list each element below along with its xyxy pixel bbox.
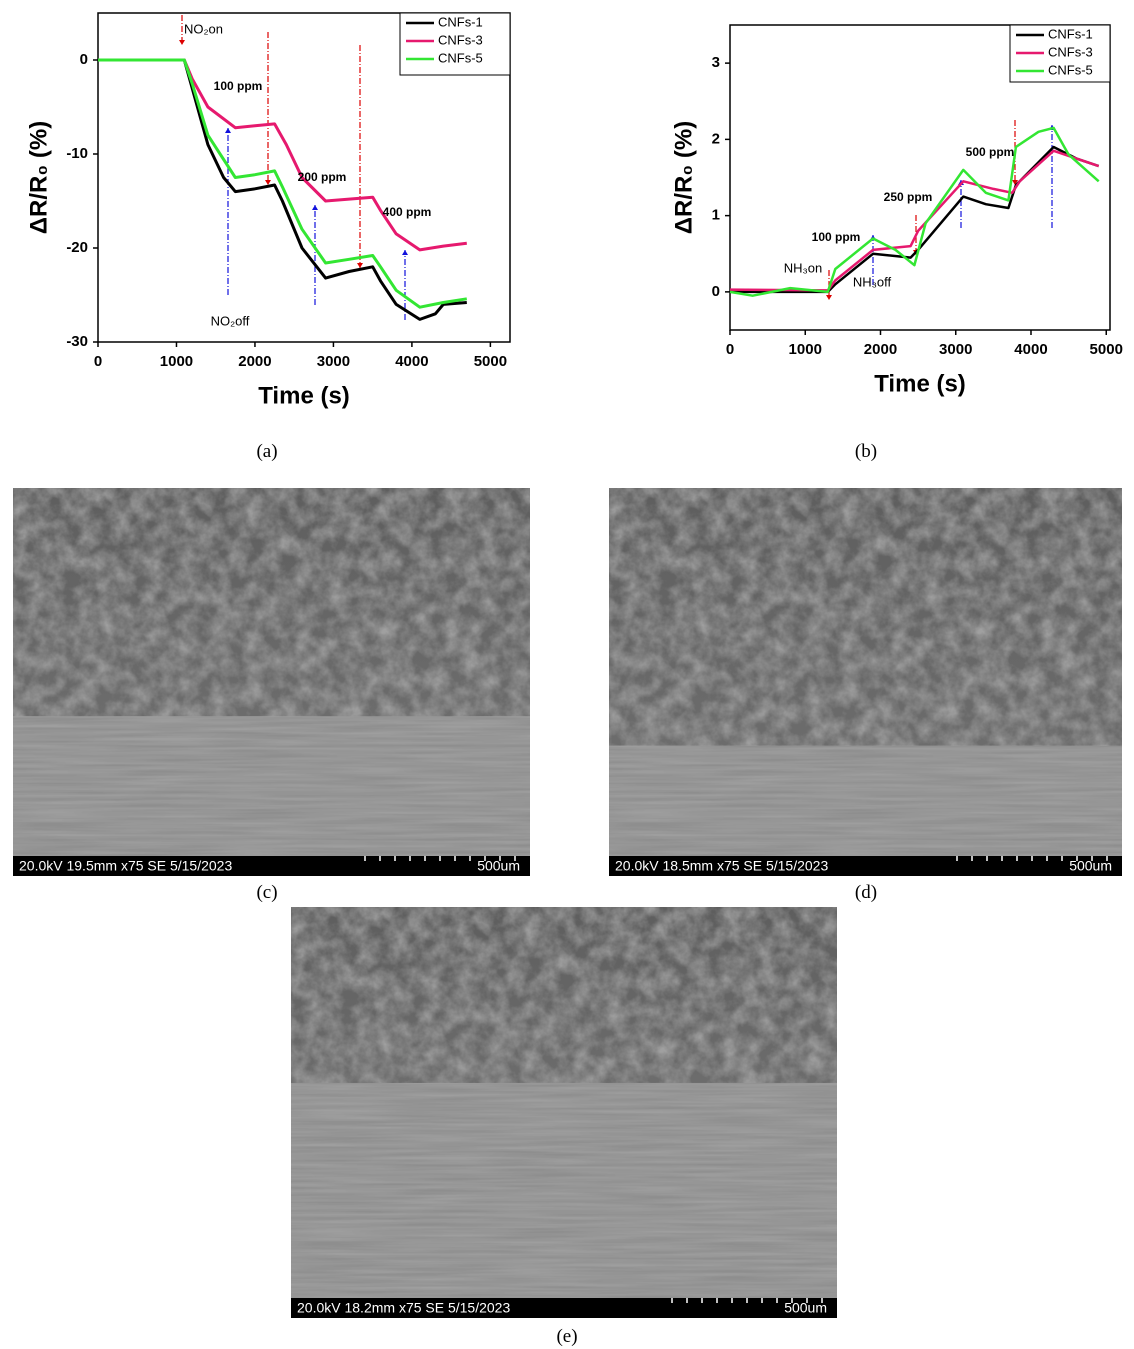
annotation: NO₂off	[211, 313, 250, 328]
y-axis-title: ΔR/R₀ (%)	[670, 121, 697, 234]
caption: (e)	[556, 1326, 578, 1347]
x-tick-label: 5000	[1090, 341, 1123, 358]
substrate-texture	[13, 716, 530, 876]
y-tick-label: 2	[712, 130, 720, 147]
legend-label: CNFs-5	[1048, 62, 1093, 77]
chart: 0 1000 2000 3000 4000 5000 -30 -20 -10 0 Time (s) Δ…	[25, 12, 511, 409]
x-tick-label: 5000	[474, 353, 507, 370]
arrow-head	[357, 263, 363, 268]
arrow-head	[402, 250, 408, 255]
caption: (d)	[854, 882, 878, 903]
x-tick-label: 4000	[1014, 341, 1047, 358]
sem-info: 20.0kV 19.5mm x75 SE 5/15/2023	[19, 858, 232, 874]
legend-label: CNFs-1	[438, 14, 483, 29]
arrow-head	[179, 40, 185, 45]
coating-texture	[13, 488, 530, 717]
substrate-texture	[609, 745, 1122, 876]
legend-label: CNFs-1	[1048, 26, 1093, 41]
x-tick-label: 1000	[160, 353, 193, 370]
annotation: 400 ppm	[383, 205, 432, 219]
chart: 0 1000 2000 3000 4000 5000 0 1 2 3 Time (s) ΔR/R₀ (…	[670, 24, 1123, 397]
micrograph: 20.0kV 18.2mm x75 SE 5/15/2023 500um	[291, 907, 837, 1318]
annotation: 100 ppm	[812, 230, 861, 244]
sem-scale: 500um	[1069, 858, 1112, 874]
annotation: NO₂on	[184, 21, 223, 36]
y-axis-title: ΔR/R₀ (%)	[25, 121, 52, 234]
y-tick-label: 0	[712, 283, 720, 300]
caption: (a)	[256, 441, 278, 462]
plot-frame	[729, 24, 1111, 331]
series-line	[730, 145, 1100, 294]
annotation: NH₃on	[784, 260, 823, 275]
arrow-head	[265, 180, 271, 185]
annotation: 500 ppm	[966, 145, 1015, 159]
caption: (b)	[854, 441, 878, 462]
y-tick-label: 1	[712, 207, 720, 224]
micrograph: 20.0kV 19.5mm x75 SE 5/15/2023 500um	[13, 488, 530, 876]
legend-label: CNFs-3	[438, 32, 483, 47]
x-tick-label: 0	[94, 353, 102, 370]
series-line	[98, 58, 467, 252]
coating-texture	[609, 488, 1122, 746]
sem-scale: 500um	[477, 858, 520, 874]
sem-scale: 500um	[784, 1300, 827, 1316]
info-bar	[13, 856, 530, 876]
micrograph: 20.0kV 18.5mm x75 SE 5/15/2023 500um	[609, 488, 1122, 876]
arrow-head	[225, 128, 231, 133]
y-tick-label: 3	[712, 54, 720, 71]
y-tick-label: 0	[80, 51, 88, 68]
arrow-head	[312, 205, 318, 210]
plot-frame	[97, 12, 511, 343]
substrate-texture	[291, 1082, 837, 1318]
info-bar	[291, 1298, 837, 1318]
sem-info: 20.0kV 18.5mm x75 SE 5/15/2023	[615, 858, 828, 874]
series-line	[98, 58, 467, 321]
annotation: 250 ppm	[884, 190, 933, 204]
y-tick-label: -30	[66, 333, 88, 350]
annotation: NH₃off	[853, 274, 892, 289]
annotation: 100 ppm	[214, 79, 263, 93]
info-bar	[609, 856, 1122, 876]
x-tick-label: 0	[726, 341, 734, 358]
legend-label: CNFs-5	[438, 50, 483, 65]
x-tick-label: 2000	[864, 341, 897, 358]
x-tick-label: 3000	[317, 353, 350, 370]
x-tick-label: 1000	[789, 341, 822, 358]
y-tick-label: -10	[66, 145, 88, 162]
caption: (c)	[256, 882, 278, 903]
series-line	[729, 149, 1100, 292]
arrow-head	[826, 295, 832, 300]
annotation: 200 ppm	[298, 170, 347, 184]
x-axis-title: Time (s)	[258, 382, 350, 409]
coating-texture	[291, 907, 837, 1083]
arrow-head	[1012, 180, 1018, 185]
series-line	[729, 126, 1100, 297]
legend-label: CNFs-3	[1048, 44, 1093, 59]
x-tick-label: 2000	[238, 353, 271, 370]
x-axis-title: Time (s)	[874, 370, 966, 397]
x-tick-label: 3000	[939, 341, 972, 358]
x-tick-label: 4000	[395, 353, 428, 370]
y-tick-label: -20	[66, 239, 88, 256]
sem-info: 20.0kV 18.2mm x75 SE 5/15/2023	[297, 1300, 510, 1316]
series-line	[98, 58, 468, 309]
